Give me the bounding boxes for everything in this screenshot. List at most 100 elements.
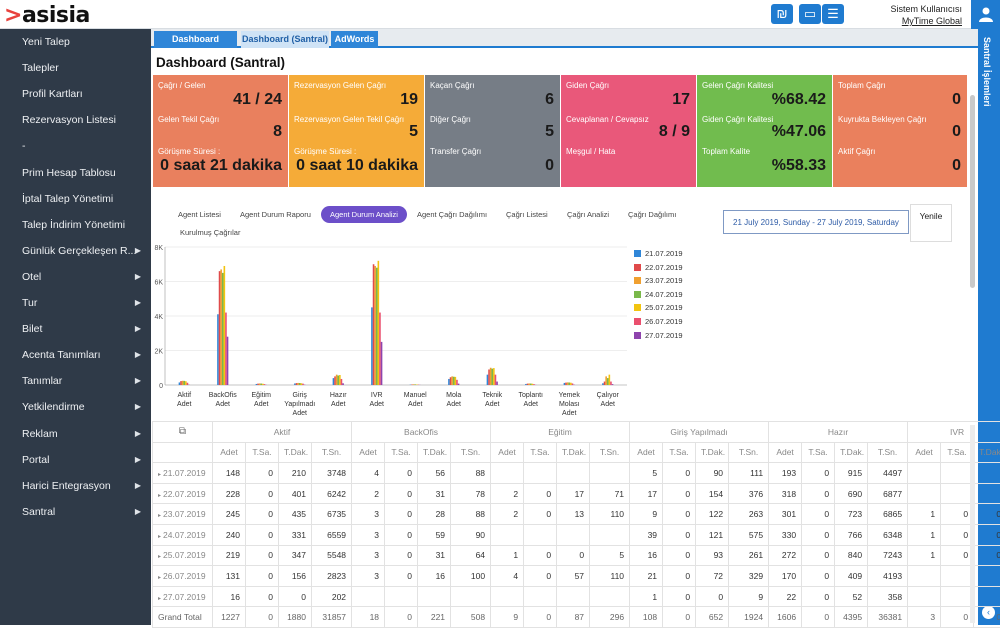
- tab-item[interactable]: AdWords: [331, 31, 378, 48]
- row-label[interactable]: ▸23.07.2019: [153, 504, 213, 525]
- table-cell: [908, 586, 941, 607]
- chart-tab[interactable]: Çağrı Listesi: [506, 210, 548, 219]
- legend-item[interactable]: 21.07.2019: [634, 250, 683, 264]
- user-avatar-icon[interactable]: [971, 0, 1000, 29]
- legend-item[interactable]: 22.07.2019: [634, 264, 683, 278]
- total-cell: 296: [590, 607, 630, 628]
- user-info: Sistem Kullanıcısı MyTime Global: [890, 3, 962, 27]
- sidebar-item[interactable]: Tur▶: [0, 290, 151, 316]
- expand-icon[interactable]: ▸: [158, 472, 161, 478]
- sidebar-item[interactable]: Talep İndirim Yönetimi: [0, 212, 151, 238]
- sidebar-item[interactable]: Rezervasyon Listesi: [0, 107, 151, 133]
- chart-tab[interactable]: Kurulmuş Çağrılar: [180, 228, 240, 237]
- row-label[interactable]: ▸26.07.2019: [153, 566, 213, 587]
- sidebar-item[interactable]: -: [0, 133, 151, 159]
- company-link[interactable]: MyTime Global: [890, 15, 962, 27]
- legend-item[interactable]: 23.07.2019: [634, 277, 683, 291]
- legend-label: 23.07.2019: [645, 276, 683, 285]
- expand-icon[interactable]: ▸: [158, 513, 161, 519]
- legend-item[interactable]: 24.07.2019: [634, 291, 683, 305]
- expand-icon[interactable]: ▸: [158, 534, 161, 540]
- monitor-icon[interactable]: ▭: [799, 4, 821, 24]
- chart-tab[interactable]: Agent Durum Raporu: [240, 210, 311, 219]
- sidebar-item[interactable]: Acenta Tanımları▶: [0, 342, 151, 368]
- expand-icon[interactable]: ▸: [158, 493, 161, 499]
- sidebar-item[interactable]: Santral▶: [0, 499, 151, 525]
- kpi-value: 8: [273, 123, 282, 141]
- expand-icon[interactable]: ▸: [158, 596, 161, 602]
- row-label[interactable]: ▸25.07.2019: [153, 545, 213, 566]
- sidebar-item[interactable]: Profil Kartları: [0, 81, 151, 107]
- sidebar-item[interactable]: Prim Hesap Tablosu: [0, 160, 151, 186]
- date-range-picker[interactable]: 21 July 2019, Sunday - 27 July 2019, Sat…: [723, 210, 909, 234]
- right-panel-label[interactable]: Santral İşlemleri: [982, 37, 992, 107]
- table-cell: 1: [630, 586, 663, 607]
- sidebar-item-label: Reklam: [22, 428, 58, 440]
- sidebar-item[interactable]: Otel▶: [0, 264, 151, 290]
- total-cell: 87: [557, 607, 590, 628]
- tab-bar: Dashboard (Admin)Dashboard (Santral)AdWo…: [151, 29, 978, 48]
- sidebar-item[interactable]: Tanımlar▶: [0, 368, 151, 394]
- bar: [220, 269, 222, 385]
- sidebar-item[interactable]: Yeni Talep: [0, 29, 151, 55]
- legend-item[interactable]: 26.07.2019: [634, 318, 683, 332]
- copy-icon[interactable]: ⧉: [179, 426, 186, 437]
- sidebar-item[interactable]: İptal Talep Yönetimi: [0, 186, 151, 212]
- tab-item[interactable]: Dashboard (Admin): [154, 31, 237, 48]
- row-label[interactable]: ▸27.07.2019: [153, 586, 213, 607]
- sidebar-item[interactable]: Portal▶: [0, 447, 151, 473]
- row-label[interactable]: ▸24.07.2019: [153, 524, 213, 545]
- scrollbar[interactable]: [970, 95, 975, 288]
- table-cell: 4: [352, 463, 385, 484]
- kpi-value: 5: [545, 123, 554, 141]
- row-label[interactable]: ▸22.07.2019: [153, 483, 213, 504]
- refresh-button[interactable]: Yenile: [910, 204, 952, 242]
- chart-tab[interactable]: Agent Durum Analizi: [321, 206, 407, 223]
- group-header: Eğitim: [491, 422, 630, 443]
- sidebar-item[interactable]: Yetkilendirme▶: [0, 394, 151, 420]
- table-cell: 0: [802, 483, 835, 504]
- table-cell: 1: [491, 545, 524, 566]
- table-cell: 0: [524, 483, 557, 504]
- chart-tab[interactable]: Agent Listesi: [178, 210, 221, 219]
- table-cell: 3748: [312, 463, 352, 484]
- asisia-logo[interactable]: >asisia: [4, 3, 90, 28]
- table-cell: [941, 566, 974, 587]
- chart-tab[interactable]: Agent Çağrı Dağılımı: [417, 210, 487, 219]
- sidebar-item[interactable]: Bilet▶: [0, 316, 151, 342]
- bar: [185, 381, 187, 385]
- table-cell: 16: [418, 566, 451, 587]
- table-cell: [557, 524, 590, 545]
- sidebar-item[interactable]: Reklam▶: [0, 421, 151, 447]
- bar: [493, 368, 495, 385]
- expand-icon[interactable]: ▸: [158, 554, 161, 560]
- shekel-icon[interactable]: ₪: [771, 4, 793, 24]
- chart-tab[interactable]: Çağrı Analizi: [567, 210, 609, 219]
- sidebar-item[interactable]: Günlük Gerçekleşen R...▶: [0, 238, 151, 264]
- tab-item[interactable]: Dashboard (Santral): [241, 31, 329, 48]
- bar: [182, 381, 184, 385]
- chart-tab[interactable]: Çağrı Dağılımı: [628, 210, 676, 219]
- legend-item[interactable]: 27.07.2019: [634, 332, 683, 346]
- table-scrollbar[interactable]: [970, 425, 975, 623]
- row-label[interactable]: ▸21.07.2019: [153, 463, 213, 484]
- table-cell: 9: [729, 586, 769, 607]
- legend-item[interactable]: 25.07.2019: [634, 304, 683, 318]
- table-cell: [974, 566, 1000, 587]
- expand-icon[interactable]: ▸: [158, 575, 161, 581]
- sidebar-item[interactable]: Harici Entegrasyon▶: [0, 473, 151, 499]
- table-cell: 0: [941, 545, 974, 566]
- menu-icon[interactable]: ☰: [822, 4, 844, 24]
- table-cell: 401: [279, 483, 312, 504]
- sidebar-item[interactable]: Talepler: [0, 55, 151, 81]
- table-cell: 31: [418, 483, 451, 504]
